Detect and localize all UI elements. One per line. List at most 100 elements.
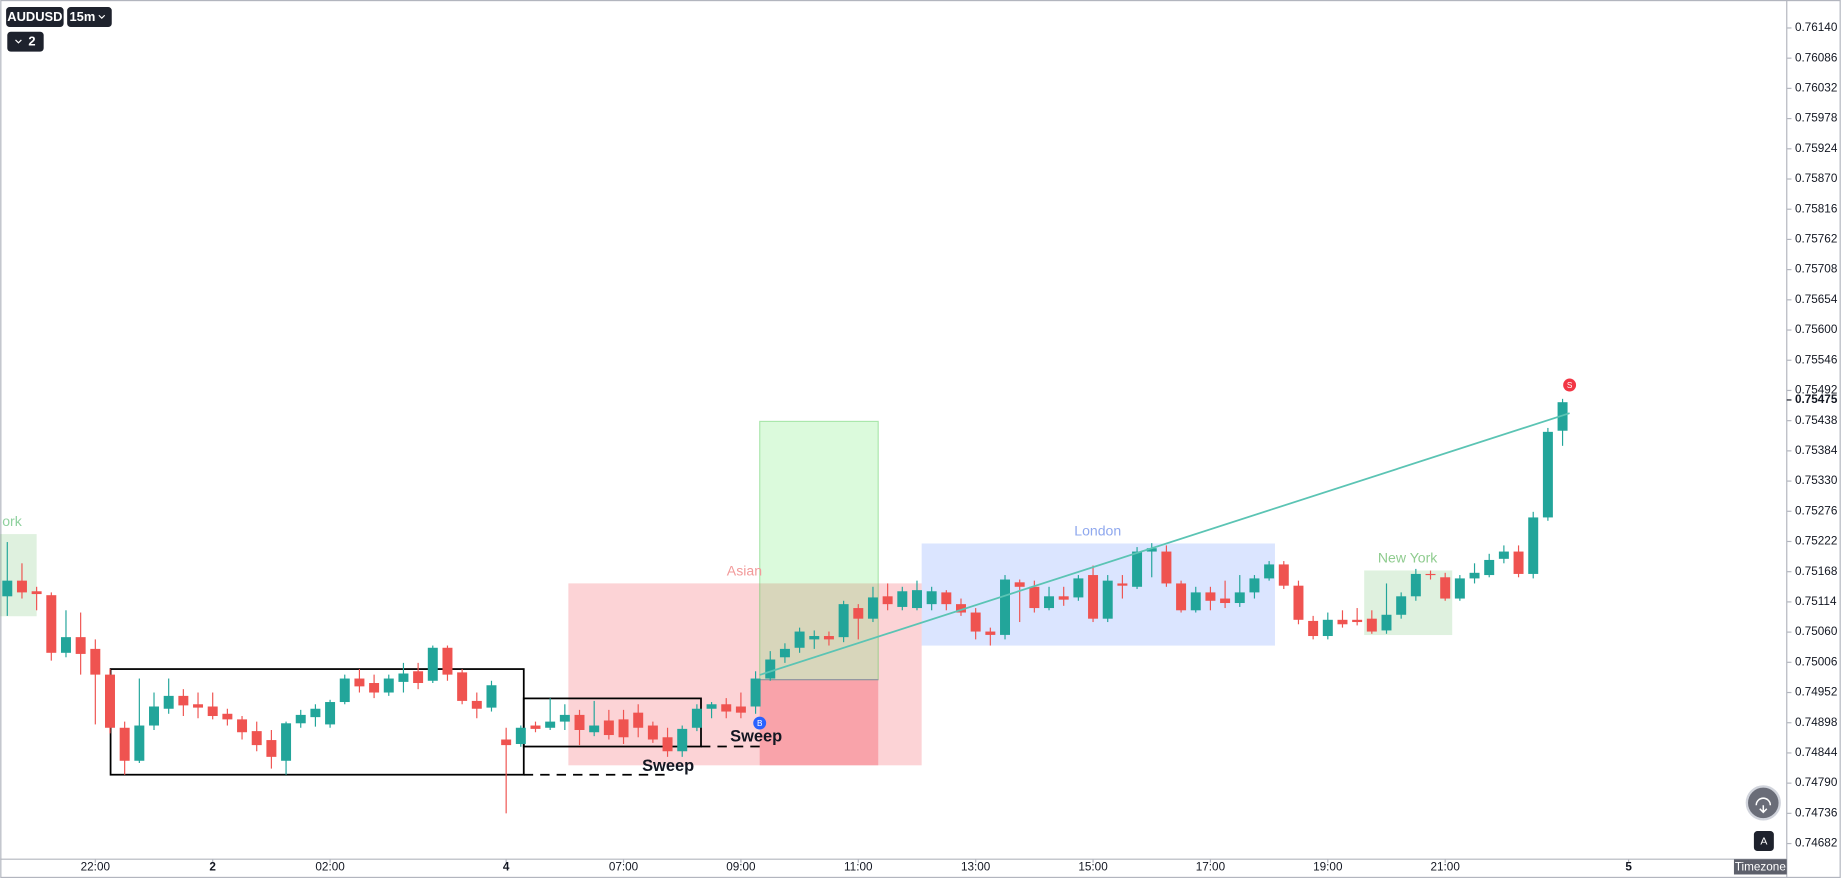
candle-body — [1454, 578, 1465, 599]
candle-body — [1410, 573, 1421, 597]
interval-button[interactable] — [67, 7, 112, 27]
timezone-label: Timezone — [1735, 861, 1786, 874]
buy-marker[interactable] — [753, 716, 767, 730]
y-tick-label: 0.75870 — [1795, 172, 1838, 185]
y-tick-label: 0.74736 — [1795, 806, 1837, 819]
y-tick-label: 0.75816 — [1795, 202, 1837, 215]
y-tick-label: 0.75438 — [1795, 414, 1838, 427]
x-tick-label: 13:00 — [961, 861, 991, 874]
candle-body — [559, 714, 570, 722]
candle-body — [1044, 596, 1055, 609]
candle-body — [735, 706, 746, 713]
session-box — [1364, 570, 1453, 636]
candle-body — [691, 708, 702, 728]
candle-body — [574, 714, 585, 731]
sell-marker[interactable] — [1563, 378, 1577, 392]
candle-body — [1088, 575, 1099, 619]
y-tick-label: 0.75384 — [1795, 444, 1838, 457]
candle-body — [178, 695, 189, 706]
scroll-button[interactable] — [1745, 785, 1781, 821]
scroll-icon — [1755, 797, 1772, 814]
y-tick-label: 0.75600 — [1795, 323, 1838, 336]
candle-body — [501, 739, 512, 746]
candle-body — [354, 678, 365, 687]
y-tick-label: 0.74682 — [1795, 837, 1837, 850]
last-price-label: 0.75475 — [1795, 393, 1838, 406]
candle-body — [369, 683, 380, 693]
candle-body — [60, 637, 71, 653]
candle-body — [134, 725, 145, 761]
candle-body — [442, 647, 453, 675]
session-label: Asian — [727, 562, 762, 578]
x-tick-label: 02:00 — [315, 861, 345, 874]
target-zone — [759, 420, 879, 681]
y-tick-label: 0.75222 — [1795, 535, 1837, 548]
sweep-label: Sweep — [730, 727, 782, 745]
candle-body — [779, 648, 790, 658]
y-tick-label: 0.76140 — [1795, 21, 1838, 34]
candle-body — [985, 631, 996, 635]
candle-body — [1220, 598, 1231, 604]
interval: 15m — [69, 9, 95, 24]
candle-body — [193, 704, 204, 708]
x-tick-label: 21:00 — [1431, 861, 1461, 874]
candle-body — [1132, 551, 1143, 587]
y-tick-label: 0.75168 — [1795, 565, 1838, 578]
overlay: ork Asian London New York Sweep Sweep B … — [2, 378, 1577, 775]
candle-body — [281, 723, 292, 761]
candle-body — [545, 721, 556, 728]
candle-body — [251, 731, 262, 746]
candle-body — [1293, 585, 1304, 620]
stop-zone — [759, 679, 879, 766]
candle-body — [677, 728, 688, 752]
candle-body — [163, 695, 174, 709]
candle-body — [853, 608, 864, 619]
y-tick-label: 0.76032 — [1795, 81, 1837, 94]
candle-body — [1322, 619, 1333, 637]
indicator-count: 2 — [28, 34, 35, 49]
symbol-button[interactable] — [6, 7, 64, 27]
indicators-toggle[interactable] — [7, 31, 44, 52]
x-tick-label: 15:00 — [1078, 861, 1108, 874]
candle-body — [383, 678, 394, 693]
candle-body — [926, 591, 937, 605]
candle-body — [339, 678, 350, 703]
candle-body — [1000, 579, 1011, 635]
candle-body — [633, 712, 644, 728]
candle-body — [1528, 517, 1539, 574]
candle-body — [838, 604, 849, 638]
candle-body — [897, 591, 908, 607]
session-label: ork — [2, 513, 23, 529]
candle-body — [310, 708, 321, 718]
candle-body — [1352, 619, 1363, 623]
auto-scale-icon: A — [1760, 835, 1768, 847]
candle-body — [706, 704, 717, 709]
candle-body — [471, 700, 482, 709]
candle-body — [1278, 564, 1289, 586]
candle-body — [1117, 583, 1128, 586]
timezone-button[interactable] — [1733, 859, 1787, 875]
candle-body — [1396, 596, 1407, 615]
y-tick-label: 0.75546 — [1795, 353, 1837, 366]
x-tick-label: 22:00 — [81, 861, 111, 874]
session-box — [0, 534, 37, 617]
candle-body — [75, 637, 86, 654]
candle-body — [941, 592, 952, 605]
candle-body — [1073, 578, 1084, 598]
candle-body — [647, 725, 658, 740]
candle-body — [1205, 592, 1216, 601]
drawings — [0, 420, 1453, 776]
candle-body — [1176, 583, 1187, 611]
candle-body — [530, 725, 541, 729]
candle-body — [31, 591, 42, 595]
auto-scale-button[interactable] — [1753, 831, 1774, 852]
candle-body — [1381, 614, 1392, 631]
candle-body — [970, 612, 981, 632]
candle-body — [589, 725, 600, 733]
sell-marker-label: S — [1567, 381, 1573, 390]
candle-body — [1161, 551, 1172, 584]
chevron-icon — [15, 39, 22, 44]
session-label: London — [1074, 522, 1121, 538]
candle-body — [809, 636, 820, 640]
candle-body — [956, 604, 966, 613]
